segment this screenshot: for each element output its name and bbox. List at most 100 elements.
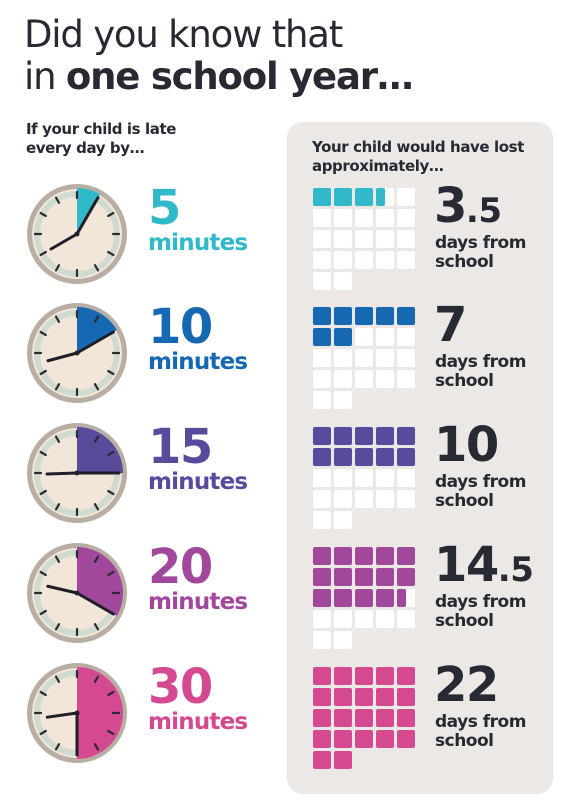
day-square (355, 230, 373, 248)
day-square (334, 589, 352, 607)
days-lost-value: 3.5 (434, 178, 502, 237)
day-square-fill (376, 568, 394, 586)
day-square (376, 349, 394, 367)
clock-center (74, 590, 80, 596)
day-square (397, 547, 415, 565)
clock-tick (39, 489, 47, 496)
minutes-label: minutes (148, 709, 248, 735)
clock-tick (54, 503, 61, 511)
day-square-fill (313, 448, 331, 466)
day-square (397, 427, 415, 445)
clock-tick (107, 690, 115, 697)
day-square (313, 589, 331, 607)
day-square (313, 730, 331, 748)
day-square-fill (313, 307, 331, 325)
day-square (397, 709, 415, 727)
day-square (313, 547, 331, 565)
day-square (334, 307, 352, 325)
clock-tick (93, 743, 100, 751)
day-square (313, 349, 331, 367)
day-square (355, 547, 373, 565)
late-minutes-wedge (77, 667, 123, 759)
day-square (355, 709, 373, 727)
stat-row-10-minutes: 10 minutes 7 days from school (0, 299, 575, 423)
day-square (355, 251, 373, 269)
days-lost-label: days from school (435, 712, 526, 751)
day-square (313, 469, 331, 487)
day-square (313, 209, 331, 227)
clock-icon (27, 423, 127, 523)
stat-row-15-minutes: 15 minutes 10 days from school (0, 419, 575, 543)
clock-center (74, 470, 80, 476)
clock-icon (27, 184, 127, 284)
day-square (334, 709, 352, 727)
clock-tick (39, 450, 47, 457)
clock-tick (39, 609, 47, 616)
clock-tick (39, 690, 47, 697)
day-square-fill (376, 589, 394, 607)
day-square (334, 448, 352, 466)
stat-row-30-minutes: 30 minutes 22 days from school (0, 659, 575, 783)
clock-tick (107, 450, 115, 457)
minute-hand (75, 196, 100, 236)
clock-tick (93, 503, 100, 511)
day-square-fill (397, 688, 415, 706)
clock-tick (54, 196, 61, 204)
day-square-fill (334, 589, 352, 607)
day-square (334, 391, 352, 409)
day-square (355, 209, 373, 227)
day-square (313, 568, 331, 586)
days-lost-whole: 10 (434, 417, 499, 473)
day-square (355, 490, 373, 508)
day-square-fill (397, 427, 415, 445)
days-lost-grid (313, 307, 417, 411)
day-square (313, 667, 331, 685)
day-square (334, 251, 352, 269)
day-square (334, 469, 352, 487)
days-lost-whole: 3 (434, 178, 467, 234)
day-square (313, 631, 331, 649)
clock-tick (107, 250, 115, 257)
day-square (313, 448, 331, 466)
clock-center (74, 710, 80, 716)
day-square-fill (376, 730, 394, 748)
stat-row-20-minutes: 20 minutes 14.5 days from school (0, 539, 575, 663)
clock-tick (93, 264, 100, 272)
clock-tick (107, 729, 115, 736)
day-square-fill (313, 730, 331, 748)
day-square (313, 427, 331, 445)
day-square (355, 469, 373, 487)
clock-tick (93, 383, 100, 391)
day-square-fill (355, 667, 373, 685)
days-lost-whole: 7 (434, 297, 467, 353)
minute-hand (75, 591, 115, 616)
day-square-fill (397, 709, 415, 727)
days-lost-fraction: .5 (465, 191, 502, 231)
clock-tick (39, 250, 47, 257)
day-square (313, 188, 331, 206)
days-lost-fraction: .5 (497, 550, 534, 590)
day-square (334, 568, 352, 586)
clock-tick (54, 264, 61, 272)
day-square (334, 328, 352, 346)
day-square-fill (313, 751, 331, 769)
day-square-fill (313, 709, 331, 727)
day-square-fill (355, 547, 373, 565)
day-square (397, 469, 415, 487)
day-square-fill (355, 688, 373, 706)
day-square (355, 188, 373, 206)
day-square-fill (355, 188, 373, 206)
day-square (376, 730, 394, 748)
day-square-fill (355, 307, 373, 325)
day-square-fill (313, 688, 331, 706)
day-square (376, 251, 394, 269)
day-square (376, 610, 394, 628)
day-square (376, 709, 394, 727)
day-square (334, 610, 352, 628)
day-square (376, 490, 394, 508)
day-square-fill (334, 730, 352, 748)
minutes-value: 20 (148, 539, 213, 595)
day-square-fill (313, 568, 331, 586)
days-lost-value: 7 (434, 297, 467, 353)
day-square-fill (334, 568, 352, 586)
